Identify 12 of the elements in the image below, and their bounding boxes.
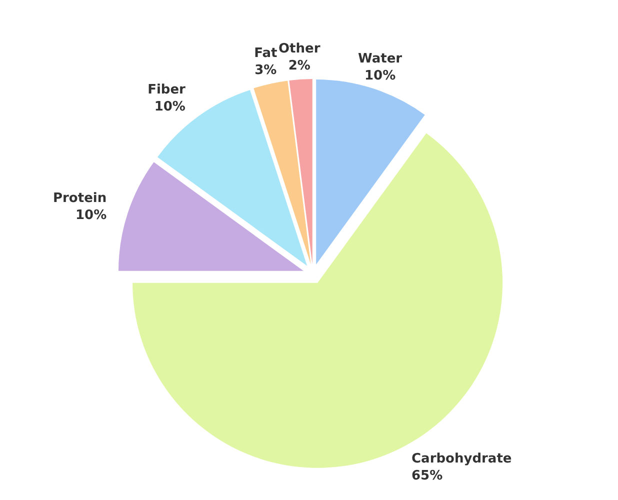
data-label: 10% [364, 68, 396, 84]
data-label: 3% [254, 63, 277, 78]
data-label: 2% [288, 58, 310, 74]
slice-label: Fiber [148, 82, 186, 98]
slice-label: Protein [52, 190, 107, 206]
data-label: 10% [154, 99, 186, 114]
slice-label: Fat [254, 46, 278, 62]
data-label: 10% [75, 208, 107, 223]
data-label: 65% [412, 468, 443, 484]
slice-label: Carbohydrate [412, 451, 512, 466]
slice-label: Other [278, 41, 321, 56]
slice-label: Water [358, 52, 403, 67]
